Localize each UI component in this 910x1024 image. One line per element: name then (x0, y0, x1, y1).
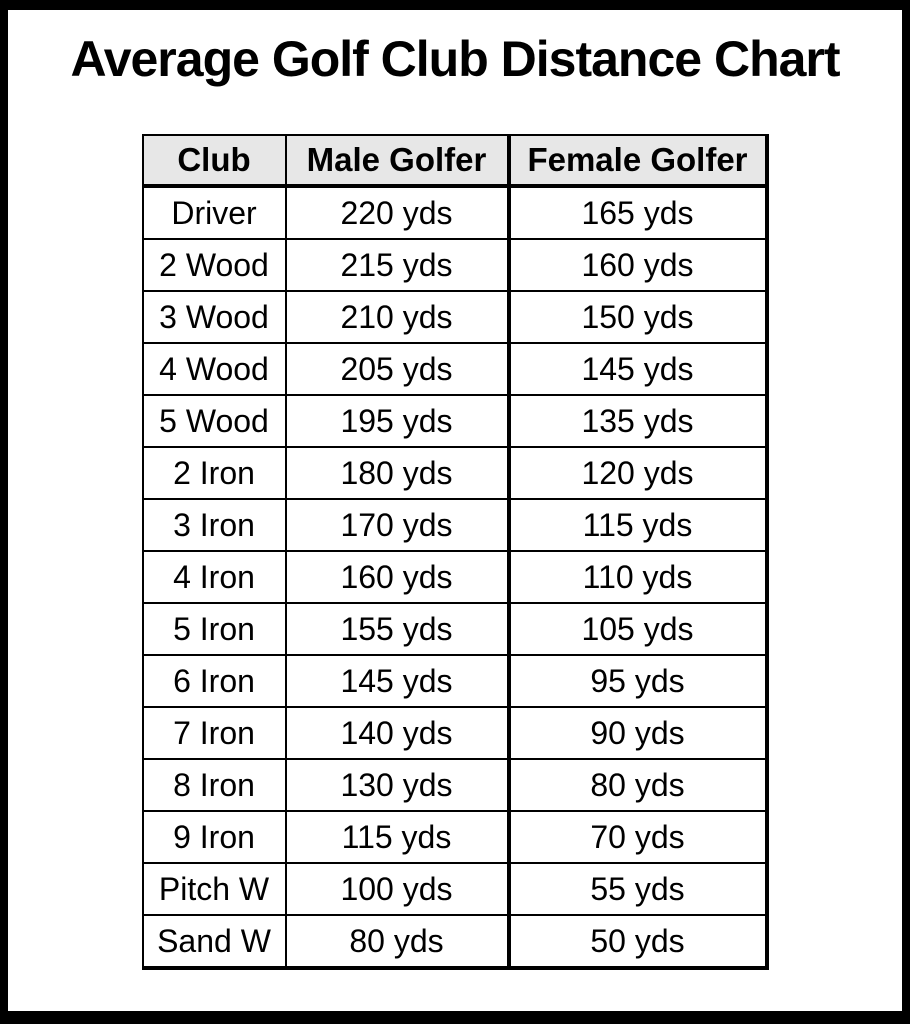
column-header-female-distance: Female Golfer (506, 134, 768, 188)
club-cell: 4 Iron (141, 550, 287, 604)
club-cell: 2 Iron (141, 446, 287, 500)
distance-table: Club Male Golfer Female Golfer Driver 220 y… (141, 134, 769, 970)
male-distance-cell: 145 yds (284, 654, 510, 708)
column-header-club: Club (141, 134, 287, 188)
club-cell: 4 Wood (141, 342, 287, 396)
club-cell: 5 Iron (141, 602, 287, 656)
female-distance-cell: 70 yds (506, 810, 768, 864)
club-cell: 3 Iron (141, 498, 287, 552)
male-distance-cell: 195 yds (284, 394, 510, 448)
table-row: Driver 220 yds 165 yds (141, 185, 768, 240)
club-cell: 8 Iron (141, 758, 287, 812)
table-row: 9 Iron 115 yds 70 yds (141, 810, 768, 864)
header-row: Club Male Golfer Female Golfer (141, 134, 768, 188)
table-body: Driver 220 yds 165 yds 2 Wood 215 yds 160 yds… (141, 185, 768, 969)
club-cell: 2 Wood (141, 238, 287, 292)
male-distance-cell: 180 yds (284, 446, 510, 500)
table-row: 4 Iron 160 yds 110 yds (141, 550, 768, 604)
male-distance-cell: 140 yds (284, 706, 510, 760)
female-distance-cell: 120 yds (506, 446, 768, 500)
female-distance-cell: 50 yds (506, 914, 768, 969)
female-distance-cell: 165 yds (506, 185, 768, 240)
female-distance-cell: 110 yds (506, 550, 768, 604)
table-container: Club Male Golfer Female Golfer Driver 220 y… (8, 134, 902, 970)
table-row: 4 Wood 205 yds 145 yds (141, 342, 768, 396)
club-cell: Sand W (141, 914, 287, 969)
club-cell: Pitch W (141, 862, 287, 916)
female-distance-cell: 105 yds (506, 602, 768, 656)
male-distance-cell: 115 yds (284, 810, 510, 864)
table-row: 3 Iron 170 yds 115 yds (141, 498, 768, 552)
male-distance-cell: 100 yds (284, 862, 510, 916)
club-cell: Driver (141, 185, 287, 240)
female-distance-cell: 55 yds (506, 862, 768, 916)
table-row: 6 Iron 145 yds 95 yds (141, 654, 768, 708)
column-header-male-distance: Male Golfer (284, 134, 510, 188)
club-cell: 7 Iron (141, 706, 287, 760)
club-cell: 9 Iron (141, 810, 287, 864)
female-distance-cell: 90 yds (506, 706, 768, 760)
table-row: 2 Wood 215 yds 160 yds (141, 238, 768, 292)
female-distance-cell: 135 yds (506, 394, 768, 448)
male-distance-cell: 210 yds (284, 290, 510, 344)
club-cell: 3 Wood (141, 290, 287, 344)
male-distance-cell: 130 yds (284, 758, 510, 812)
male-distance-cell: 220 yds (284, 185, 510, 240)
male-distance-cell: 80 yds (284, 914, 510, 969)
female-distance-cell: 80 yds (506, 758, 768, 812)
female-distance-cell: 95 yds (506, 654, 768, 708)
table-row: Sand W 80 yds 50 yds (141, 914, 768, 969)
male-distance-cell: 215 yds (284, 238, 510, 292)
table-row: 5 Wood 195 yds 135 yds (141, 394, 768, 448)
male-distance-cell: 205 yds (284, 342, 510, 396)
table-row: 7 Iron 140 yds 90 yds (141, 706, 768, 760)
page-title: Average Golf Club Distance Chart (70, 31, 840, 87)
table-row: 2 Iron 180 yds 120 yds (141, 446, 768, 500)
male-distance-cell: 155 yds (284, 602, 510, 656)
club-cell: 6 Iron (141, 654, 287, 708)
female-distance-cell: 150 yds (506, 290, 768, 344)
table-row: 8 Iron 130 yds 80 yds (141, 758, 768, 812)
female-distance-cell: 160 yds (506, 238, 768, 292)
female-distance-cell: 145 yds (506, 342, 768, 396)
male-distance-cell: 160 yds (284, 550, 510, 604)
table-row: 3 Wood 210 yds 150 yds (141, 290, 768, 344)
club-cell: 5 Wood (141, 394, 287, 448)
male-distance-cell: 170 yds (284, 498, 510, 552)
table-row: Pitch W 100 yds 55 yds (141, 862, 768, 916)
female-distance-cell: 115 yds (506, 498, 768, 552)
table-row: 5 Iron 155 yds 105 yds (141, 602, 768, 656)
